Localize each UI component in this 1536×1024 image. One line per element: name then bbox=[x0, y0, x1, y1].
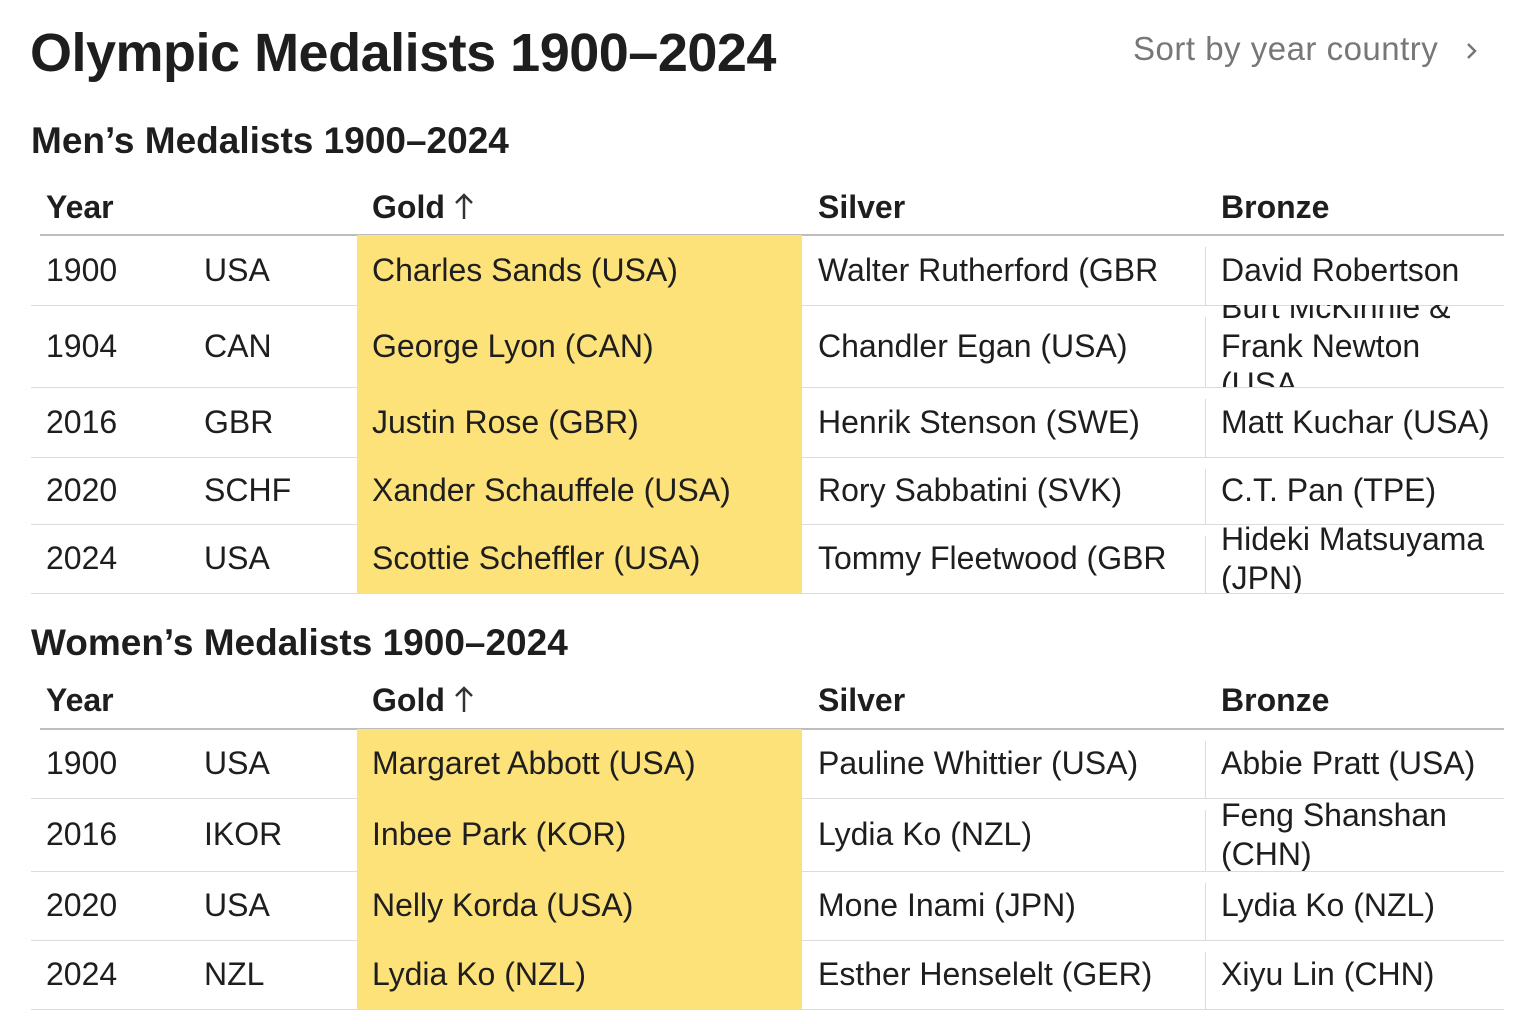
table-cell: Xiyu Lin (CHN) bbox=[1221, 956, 1435, 993]
column-divider bbox=[1205, 247, 1206, 305]
column-header-label: Bronze bbox=[1221, 188, 1330, 225]
table-cell: 2020 bbox=[46, 472, 118, 509]
column-header[interactable]: Gold bbox=[357, 672, 802, 728]
table-cell: Lydia Ko (NZL) bbox=[1221, 887, 1435, 924]
gold-cell: Inbee Park (KOR) bbox=[357, 798, 802, 871]
column-header-label: Silver bbox=[818, 681, 906, 718]
table-cell: Chandler Egan (USA) bbox=[818, 327, 1128, 364]
row-divider bbox=[31, 1009, 1504, 1010]
table-cell: Walter Rutherford (GBR bbox=[818, 251, 1159, 288]
column-header: Bronze bbox=[1206, 180, 1506, 234]
gold-cell: Nelly Korda (USA) bbox=[357, 871, 802, 940]
column-header-label: Silver bbox=[818, 188, 906, 225]
sort-arrow-icon bbox=[454, 193, 473, 219]
table-cell: 2020 bbox=[46, 887, 118, 924]
table-cell: Abbie Pratt (USA) bbox=[1221, 745, 1476, 782]
table-cell: Hideki Matsuyama (JPN) bbox=[1221, 524, 1485, 593]
column-divider bbox=[1205, 952, 1206, 1009]
column-divider bbox=[1205, 810, 1206, 871]
chevron-icon bbox=[1467, 43, 1477, 59]
table-cell: 2024 bbox=[46, 540, 118, 577]
table-cell: NZL bbox=[204, 956, 265, 993]
table-cell: Pauline Whittier (USA) bbox=[818, 745, 1139, 782]
column-divider bbox=[1205, 883, 1206, 940]
table-cell: USA bbox=[204, 251, 270, 288]
table-cell: 2024 bbox=[46, 956, 118, 993]
table-cell: USA bbox=[204, 887, 270, 924]
page-title: Olympic Medalists 1900–2024 bbox=[30, 23, 776, 83]
table-cell: Feng Shanshan (CHN) bbox=[1221, 798, 1447, 871]
table-cell: USA bbox=[204, 540, 270, 577]
table-cell: GBR bbox=[204, 403, 274, 440]
column-header-label: Year bbox=[46, 188, 114, 225]
table-cell: Burt McKinnie & Frank Newton (USA bbox=[1221, 305, 1451, 387]
row-divider bbox=[31, 593, 1504, 594]
column-header-label: Gold bbox=[372, 681, 445, 718]
column-header: Year bbox=[31, 672, 204, 728]
gold-cell: Charles Sands (USA) bbox=[357, 235, 802, 305]
gold-cell: Xander Schauffele (USA) bbox=[357, 457, 802, 524]
column-divider bbox=[1205, 399, 1206, 457]
column-header: Year bbox=[31, 180, 204, 234]
column-header: Bronze bbox=[1206, 672, 1506, 728]
sort-control[interactable]: Sort by year country bbox=[1133, 30, 1482, 68]
sort-arrow-icon bbox=[454, 686, 473, 712]
gold-cell: George Lyon (CAN) bbox=[357, 305, 802, 387]
column-divider bbox=[1205, 536, 1206, 593]
gold-cell: Margaret Abbott (USA) bbox=[357, 729, 802, 798]
table-cell: USA bbox=[204, 745, 270, 782]
table-cell: Henrik Stenson (SWE) bbox=[818, 403, 1140, 440]
column-header[interactable]: Gold bbox=[357, 180, 802, 234]
table-cell: David Robertson bbox=[1221, 251, 1460, 288]
table-cell: CAN bbox=[204, 327, 272, 364]
table-cell: 1904 bbox=[46, 327, 118, 364]
table-cell: 1900 bbox=[46, 745, 118, 782]
table-cell: Rory Sabbatini (SVK) bbox=[818, 472, 1123, 509]
column-divider bbox=[1205, 469, 1206, 524]
column-header: Silver bbox=[803, 180, 1205, 234]
gold-cell: Lydia Ko (NZL) bbox=[357, 940, 802, 1009]
column-header-label: Bronze bbox=[1221, 681, 1330, 718]
table-cell: Tommy Fleetwood (GBR bbox=[818, 540, 1167, 577]
column-header-label: Year bbox=[46, 681, 114, 718]
column-divider bbox=[1205, 741, 1206, 798]
sort-label[interactable]: Sort by year country bbox=[1133, 30, 1439, 67]
column-divider bbox=[1205, 317, 1206, 387]
column-header-label: Gold bbox=[372, 188, 445, 225]
table-cell: Mone Inami (JPN) bbox=[818, 887, 1076, 924]
gold-cell: Justin Rose (GBR) bbox=[357, 387, 802, 457]
section-title: Men’s Medalists 1900–2024 bbox=[31, 120, 509, 161]
gold-cell: Scottie Scheffler (USA) bbox=[357, 524, 802, 593]
table-cell: IKOR bbox=[204, 816, 283, 853]
table-cell: 1900 bbox=[46, 251, 118, 288]
table-cell: 2016 bbox=[46, 816, 118, 853]
table-cell: Lydia Ko (NZL) bbox=[818, 816, 1032, 853]
table-cell: C.T. Pan (TPE) bbox=[1221, 472, 1437, 509]
table-cell: Matt Kuchar (USA) bbox=[1221, 403, 1490, 440]
table-cell: 2016 bbox=[46, 403, 118, 440]
table-cell: SCHF bbox=[204, 472, 292, 509]
column-header: Silver bbox=[803, 672, 1205, 728]
table-cell: Esther Henselelt (GER) bbox=[818, 956, 1153, 993]
section-title: Women’s Medalists 1900–2024 bbox=[31, 622, 568, 663]
